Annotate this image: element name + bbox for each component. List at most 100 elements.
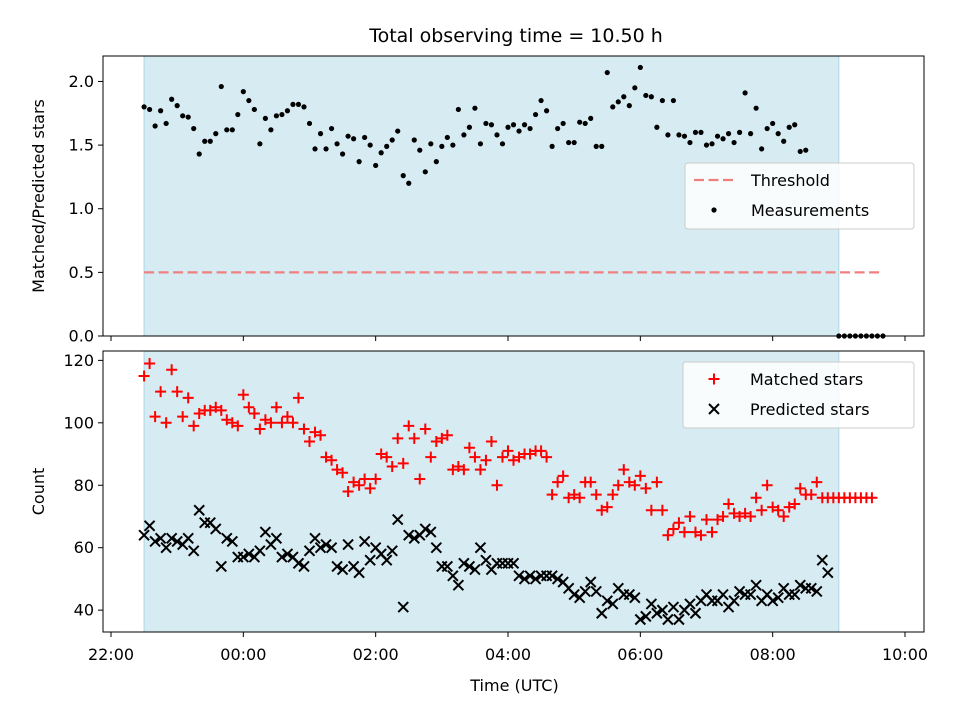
matched-point — [160, 417, 172, 429]
measurement-point — [499, 141, 506, 147]
measurement-point — [654, 124, 660, 130]
measurement-point — [792, 122, 798, 128]
matched-point — [607, 489, 619, 501]
y-tick-label: 60 — [74, 538, 94, 557]
predicted-point — [281, 548, 294, 560]
measurement-point — [268, 127, 274, 133]
matched-point — [767, 501, 779, 513]
matched-point — [502, 445, 514, 457]
matched-point — [761, 479, 773, 491]
matched-point — [568, 489, 580, 501]
matched-point — [155, 386, 167, 398]
measurement-point — [676, 132, 682, 138]
matched-point — [629, 479, 641, 491]
measurement-point — [284, 108, 291, 114]
y-tick-label: 80 — [74, 476, 94, 495]
matched-point — [701, 514, 712, 526]
predicted-point — [342, 538, 354, 551]
measurement-point — [488, 122, 495, 128]
matched-point — [640, 482, 652, 494]
measurement-point — [709, 141, 715, 147]
matched-point — [750, 492, 762, 504]
measurement-point — [714, 133, 721, 139]
y-tick-label: 0.5 — [69, 263, 94, 282]
measurement-point — [775, 131, 781, 137]
measurement-point — [169, 96, 175, 102]
matched-point — [243, 401, 255, 413]
predicted-point — [623, 588, 636, 601]
predicted-point — [188, 545, 200, 557]
matched-point — [436, 432, 448, 444]
plot-frame — [102, 350, 925, 633]
predicted-point — [386, 545, 398, 557]
legend-predicted-swatch — [708, 403, 720, 415]
measurement-point — [577, 119, 583, 125]
predicted-point — [408, 532, 420, 545]
predicted-point — [607, 598, 619, 610]
predicted-point — [684, 598, 696, 610]
measurement-point — [433, 159, 439, 165]
predicted-point — [325, 541, 338, 554]
measurement-point — [582, 120, 588, 127]
measurement-point — [262, 115, 268, 121]
measurement-point — [698, 129, 704, 135]
measurement-point — [703, 142, 710, 148]
predicted-point — [171, 535, 183, 548]
matched-point — [563, 492, 575, 504]
matched-point — [414, 473, 426, 485]
measurement-point — [786, 124, 792, 130]
matched-point — [232, 420, 244, 432]
matched-point — [304, 436, 315, 448]
predicted-point — [551, 573, 564, 585]
measurement-point — [643, 92, 649, 99]
matched-point — [662, 529, 674, 541]
matched-point — [452, 461, 464, 473]
measurement-point — [483, 120, 489, 127]
measurement-point — [422, 169, 428, 175]
matched-point — [723, 498, 735, 510]
predicted-point — [772, 591, 784, 604]
matched-point — [447, 464, 459, 476]
matched-point — [425, 451, 437, 463]
predicted-point — [160, 541, 172, 554]
matched-point — [292, 392, 304, 404]
measurement-point — [527, 125, 533, 132]
matched-point — [474, 464, 486, 476]
matched-point — [370, 473, 382, 485]
measurement-point — [362, 134, 368, 141]
predicted-point — [651, 607, 663, 619]
matched-point — [546, 489, 558, 501]
x-axis-label: Time (UTC) — [469, 676, 558, 695]
measurement-point — [510, 122, 517, 128]
measurement-point — [406, 180, 412, 186]
predicted-point — [474, 541, 487, 554]
matched-point — [535, 445, 547, 457]
matched-point — [783, 501, 795, 513]
predicted-point — [766, 595, 779, 607]
matched-point — [359, 473, 371, 485]
predicted-point — [596, 607, 608, 619]
matched-point — [645, 504, 657, 516]
matched-point — [789, 498, 801, 510]
matched-point — [811, 476, 823, 488]
predicted-point — [419, 523, 431, 535]
matched-point — [342, 486, 354, 497]
matched-point — [265, 417, 277, 429]
predicted-point — [441, 560, 454, 573]
measurement-point — [450, 142, 456, 148]
predicted-point — [254, 545, 266, 557]
matched-point — [745, 510, 757, 522]
matched-point — [673, 517, 685, 529]
legend-matched-label: Matched stars — [750, 370, 863, 389]
matched-point — [287, 417, 299, 429]
measurement-point — [670, 97, 677, 104]
plot-frame — [102, 55, 925, 337]
predicted-point — [673, 613, 685, 626]
matched-point — [204, 404, 216, 416]
matched-point — [315, 429, 327, 441]
predicted-point — [458, 557, 470, 570]
predicted-point — [320, 538, 332, 551]
measurement-point — [549, 143, 555, 149]
legend-measurements-label: Measurements — [751, 201, 869, 220]
